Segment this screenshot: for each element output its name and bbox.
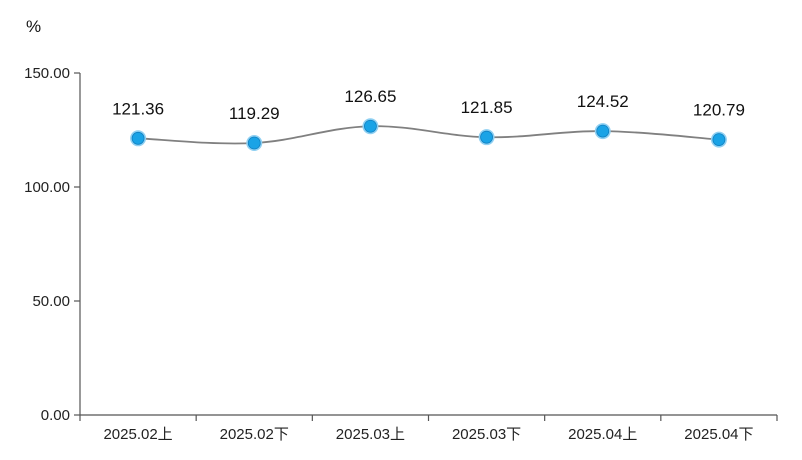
data-label: 121.36 xyxy=(112,99,164,118)
y-tick-label: 100.00 xyxy=(24,179,70,196)
data-label: 121.85 xyxy=(461,98,513,117)
tick-labels: 0.00 50.00 100.00 150.00 2025.02上 2025.02下 202… xyxy=(24,65,753,443)
data-labels: 121.36 119.29 126.65 121.85 124.52 120.79 xyxy=(112,87,745,123)
x-tick-label: 2025.03上 xyxy=(336,426,405,443)
data-point xyxy=(246,135,263,152)
data-point xyxy=(710,131,727,148)
data-label: 120.79 xyxy=(693,101,745,120)
data-label: 126.65 xyxy=(344,87,396,106)
data-point-dot xyxy=(480,130,493,144)
data-point-dot xyxy=(364,119,377,133)
y-tick-label: 50.00 xyxy=(32,293,70,310)
y-tick-label: 150.00 xyxy=(24,65,70,82)
data-point-dot xyxy=(712,133,726,146)
y-tick-label: 0.00 xyxy=(41,407,70,424)
x-tick-label: 2025.04下 xyxy=(684,426,753,443)
x-tick-label: 2025.03下 xyxy=(452,426,521,443)
x-tick-label: 2025.04上 xyxy=(568,426,637,443)
axes xyxy=(74,72,778,421)
data-label: 124.52 xyxy=(577,92,629,111)
data-label: 119.29 xyxy=(229,104,280,123)
data-point-dot xyxy=(247,136,261,150)
x-tick-label: 2025.02上 xyxy=(103,426,172,443)
x-tick-label: 2025.02下 xyxy=(220,426,289,443)
series-line xyxy=(138,125,719,145)
y-axis-unit-label: % xyxy=(26,17,41,36)
data-point-dot xyxy=(131,131,145,145)
data-markers xyxy=(130,118,727,152)
data-point xyxy=(362,118,379,135)
data-point xyxy=(594,123,611,140)
data-point xyxy=(478,129,495,146)
data-point xyxy=(130,130,147,147)
data-point-dot xyxy=(596,124,610,138)
